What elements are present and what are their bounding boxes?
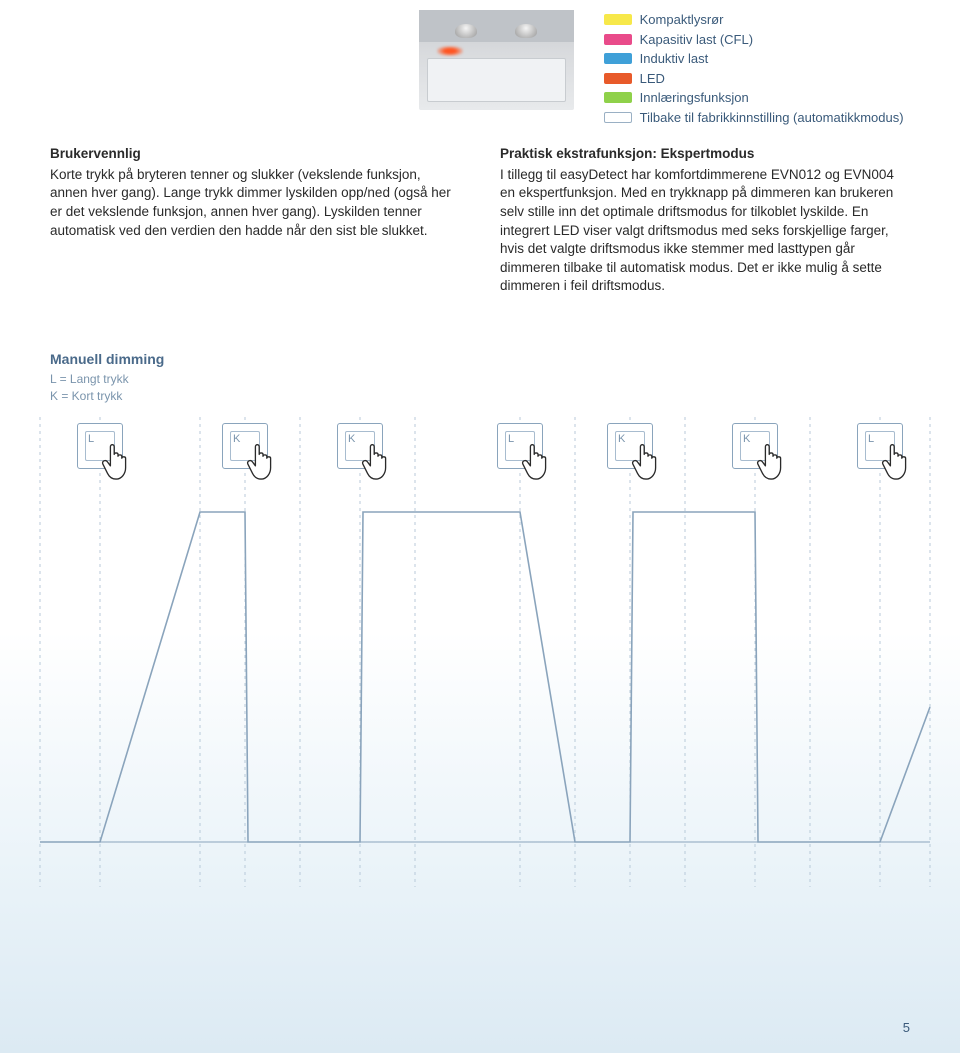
spacer — [50, 10, 389, 127]
press-short: K = Kort trykk — [50, 388, 960, 405]
hand-icon — [99, 441, 137, 483]
device-top — [419, 10, 574, 42]
hand-icon — [244, 441, 282, 483]
left-body: Korte trykk på bryteren tenner og slukke… — [50, 166, 460, 241]
legend-label: LED — [640, 69, 665, 89]
legend-swatch — [604, 53, 632, 64]
legend-item: Innlæringsfunksjon — [604, 88, 910, 108]
page-number: 5 — [903, 1020, 910, 1035]
press-long: L = Langt trykk — [50, 371, 960, 388]
legend-item: Induktiv last — [604, 49, 910, 69]
switch: L — [77, 423, 127, 479]
switch: K — [222, 423, 272, 479]
hand-icon — [629, 441, 667, 483]
legend-swatch — [604, 14, 632, 25]
led-indicator — [437, 46, 463, 56]
left-column: Brukervennlig Korte trykk på bryteren te… — [50, 145, 460, 296]
switch: K — [607, 423, 657, 479]
legend-swatch — [604, 34, 632, 45]
switch: K — [337, 423, 387, 479]
knob-left — [455, 24, 477, 38]
switch-label: K — [618, 433, 625, 445]
switch-label: K — [743, 433, 750, 445]
diagram: L K K L K K L — [20, 417, 940, 887]
right-title: Praktisk ekstrafunksjon: Ekspertmodus — [500, 145, 910, 164]
section-title: Manuell dimming — [50, 351, 960, 367]
switch-label: L — [88, 433, 94, 445]
hand-icon — [754, 441, 792, 483]
switch: K — [732, 423, 782, 479]
left-title: Brukervennlig — [50, 145, 460, 164]
legend-item: Kompaktlysrør — [604, 10, 910, 30]
switch: L — [857, 423, 907, 479]
legend-label: Innlæringsfunksjon — [640, 88, 749, 108]
right-body: I tillegg til easyDetect har komfortdimm… — [500, 166, 910, 296]
legend-item: Tilbake til fabrikkinnstilling (automati… — [604, 108, 910, 128]
device-image — [419, 10, 574, 110]
hand-icon — [359, 441, 397, 483]
switch-row: L K K L K K L — [20, 417, 940, 497]
switch-label: L — [508, 433, 514, 445]
right-column: Praktisk ekstrafunksjon: Ekspertmodus I … — [500, 145, 910, 296]
legend-label: Tilbake til fabrikkinnstilling (automati… — [640, 108, 904, 128]
knob-right — [515, 24, 537, 38]
legend-label: Induktiv last — [640, 49, 709, 69]
legend-swatch — [604, 112, 632, 123]
legend-label: Kompaktlysrør — [640, 10, 724, 30]
legend-item: Kapasitiv last (CFL) — [604, 30, 910, 50]
legend-label: Kapasitiv last (CFL) — [640, 30, 753, 50]
press-legend: L = Langt trykk K = Kort trykk — [50, 371, 960, 405]
top-row: KompaktlysrørKapasitiv last (CFL)Indukti… — [0, 0, 960, 127]
switch: L — [497, 423, 547, 479]
text-columns: Brukervennlig Korte trykk på bryteren te… — [0, 127, 960, 296]
legend: KompaktlysrørKapasitiv last (CFL)Indukti… — [604, 10, 910, 127]
hand-icon — [879, 441, 917, 483]
legend-item: LED — [604, 69, 910, 89]
legend-swatch — [604, 73, 632, 84]
switch-label: K — [233, 433, 240, 445]
switch-label: K — [348, 433, 355, 445]
switch-label: L — [868, 433, 874, 445]
hand-icon — [519, 441, 557, 483]
device-panel — [427, 58, 566, 102]
legend-swatch — [604, 92, 632, 103]
